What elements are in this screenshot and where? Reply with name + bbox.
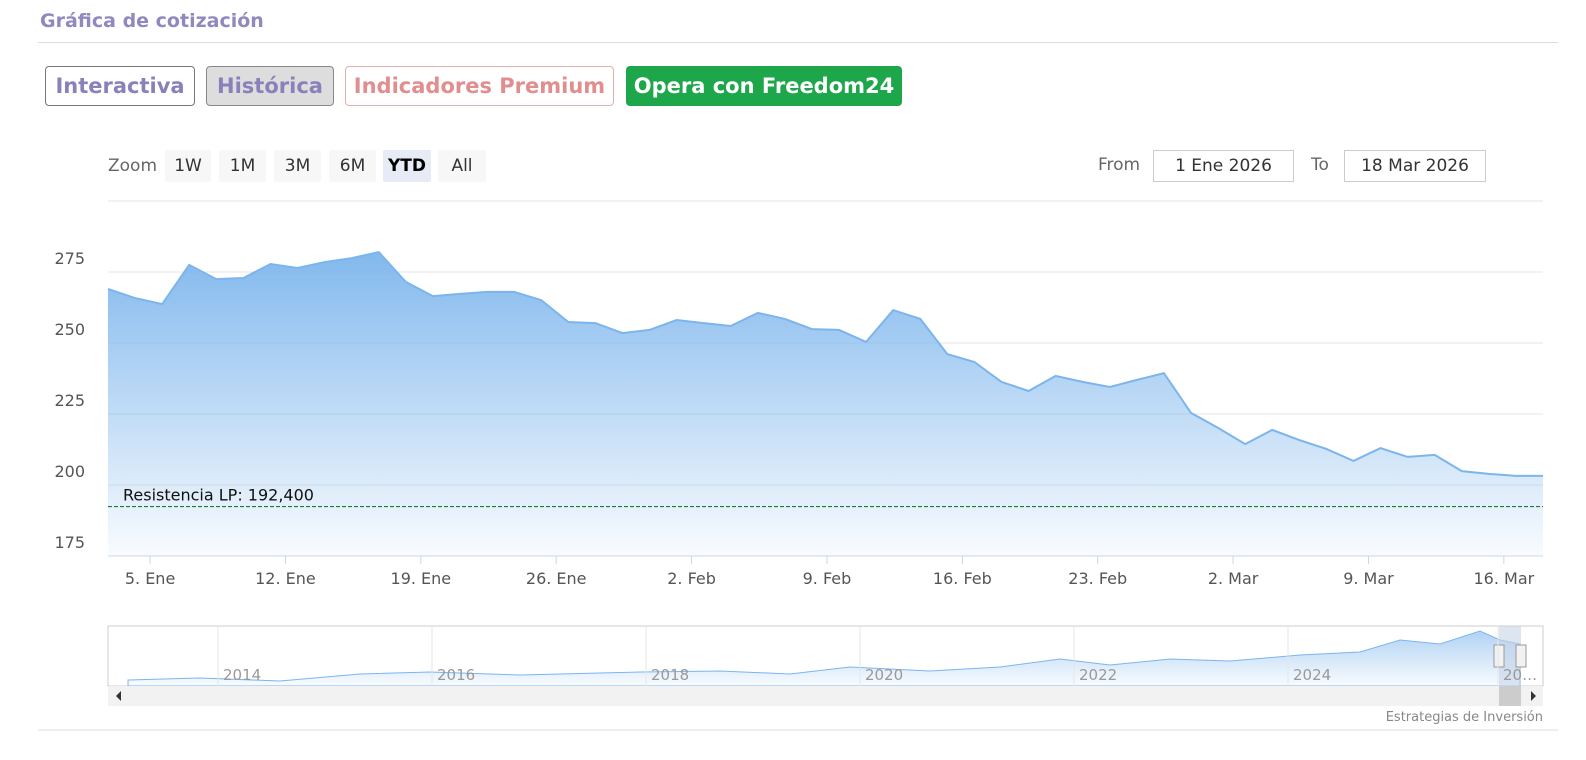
y-tick-label: 275 (54, 249, 85, 268)
navigator-mask (1499, 626, 1521, 686)
resistance-label: Resistencia LP: 192,400 (123, 486, 314, 505)
navigator-area (127, 630, 1521, 687)
scroll-left[interactable] (116, 691, 121, 701)
zoom-button[interactable]: YTD (383, 150, 431, 182)
x-tick-label: 5. Ene (125, 569, 175, 588)
y-tick-label: 175 (54, 533, 85, 552)
x-tick-label: 9. Feb (803, 569, 852, 588)
zoom-button[interactable]: All (438, 150, 486, 182)
x-tick-label: 19. Ene (391, 569, 452, 588)
area-fill (108, 252, 1543, 556)
zoom-button[interactable]: 3M (274, 150, 321, 182)
x-tick-label: 9. Mar (1343, 569, 1394, 588)
navigator-label: 2016 (437, 666, 475, 684)
tab[interactable]: Histórica (206, 66, 334, 106)
x-tick-label: 2. Mar (1208, 569, 1259, 588)
navigator-label: 2014 (223, 666, 261, 684)
tab[interactable]: Interactiva (45, 66, 195, 106)
zoom-label: Zoom (108, 156, 158, 176)
navigator: 2014 2016 2018 2020 2022 2024 20… (107, 625, 1544, 706)
navigator-label: 2018 (651, 666, 689, 684)
zoom-button[interactable]: 6M (329, 150, 376, 182)
x-tick-label: 16. Feb (933, 569, 992, 588)
x-tick-label: 12. Ene (255, 569, 316, 588)
tab[interactable]: Indicadores Premium (345, 66, 614, 106)
price-line (107, 250, 1543, 477)
scroll-right[interactable] (1531, 691, 1536, 701)
navigator-handle[interactable] (1493, 644, 1505, 668)
x-tick-label: 23. Feb (1068, 569, 1127, 588)
y-tick-label: 225 (54, 391, 85, 410)
page-title: Gráfica de cotización (40, 10, 264, 32)
y-tick-label: 200 (54, 462, 85, 481)
navigator-handle[interactable] (1515, 644, 1527, 668)
navigator-label: 20… (1503, 666, 1537, 684)
y-tick-label: 250 (54, 320, 85, 339)
x-tick-label: 16. Mar (1473, 569, 1534, 588)
credit: Estrategias de Inversión (1386, 710, 1543, 725)
navigator-label: 2022 (1079, 666, 1117, 684)
x-tick-label: 26. Ene (526, 569, 587, 588)
navigator-label: 2024 (1293, 666, 1331, 684)
x-tick-label: 2. Feb (667, 569, 716, 588)
tab[interactable]: Opera con Freedom24 (626, 66, 902, 106)
zoom-button[interactable]: 1W (165, 150, 211, 182)
from-input[interactable]: 1 Ene 2026 (1153, 150, 1294, 182)
to-label: To (1311, 155, 1329, 175)
from-label: From (1098, 155, 1141, 175)
zoom-button[interactable]: 1M (219, 150, 266, 182)
navigator-label: 2020 (865, 666, 903, 684)
to-input[interactable]: 18 Mar 2026 (1344, 150, 1486, 182)
scrollbar-thumb[interactable] (1499, 686, 1521, 706)
scrollbar[interactable] (108, 686, 1543, 706)
divider (38, 42, 1558, 43)
